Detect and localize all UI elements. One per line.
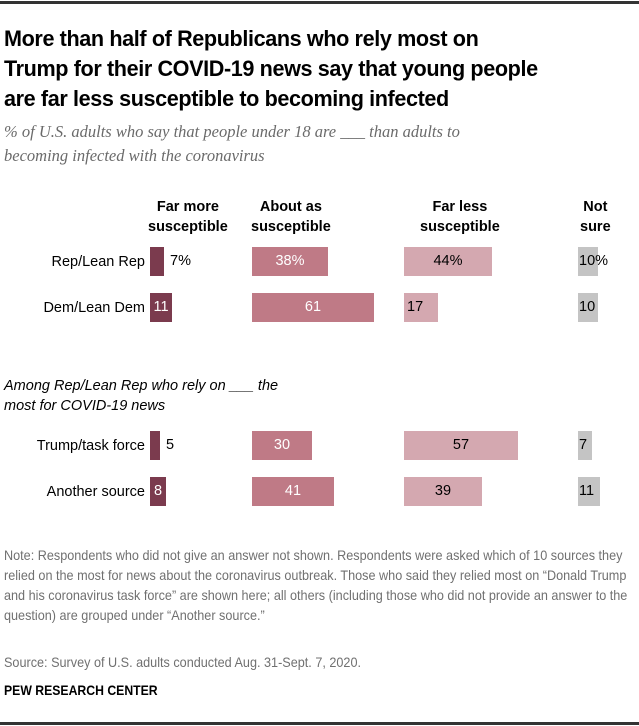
value-label-not_sure-2: 7 — [579, 437, 588, 453]
column-header-far-more: Far more susceptible — [148, 197, 228, 237]
column-header-line: Far more — [156, 199, 219, 215]
value-label-far_more-0: 7% — [170, 253, 191, 269]
bar-far_less-1 — [404, 293, 438, 322]
chart-subtitle: % of U.S. adults who say that people und… — [4, 120, 634, 168]
source-line: Source: Survey of U.S. adults conducted … — [4, 655, 362, 670]
column-header-not-sure: Not sure — [580, 197, 611, 237]
row-label-another-source: Another source — [46, 484, 145, 500]
bar-far_less-3 — [404, 477, 482, 506]
value-label-far_less-2: 57 — [452, 437, 470, 453]
bar-about_as-1 — [252, 293, 374, 322]
column-header-line: Not — [583, 199, 608, 215]
bar-far_more-2 — [150, 431, 160, 460]
value-label-not_sure-0: 10% — [579, 253, 609, 269]
title-line: Trump for their COVID-19 news say that y… — [4, 56, 538, 81]
value-label-about_as-2: 30 — [273, 437, 291, 453]
bar-about_as-2 — [252, 431, 312, 460]
section-heading: Among Rep/Lean Rep who rely on ___ the m… — [4, 376, 344, 416]
column-header-line: susceptible — [420, 219, 500, 235]
column-header-line: susceptible — [251, 219, 331, 235]
column-header-line: susceptible — [148, 219, 228, 235]
row-label-dem: Dem/Lean Dem — [43, 300, 145, 316]
subtitle-line: becoming infected with the coronavirus — [4, 146, 265, 165]
value-label-far_less-1: 17 — [407, 299, 424, 315]
brand-logo-text: PEW RESEARCH CENTER — [4, 683, 158, 698]
value-label-far_more-2: 5 — [166, 437, 175, 453]
bar-not_sure-3 — [578, 477, 600, 506]
bar-not_sure-1 — [578, 293, 598, 322]
title-line: More than half of Republicans who rely m… — [4, 26, 479, 51]
subtitle-line: % of U.S. adults who say that people und… — [4, 122, 460, 141]
row-label-rep: Rep/Lean Rep — [51, 254, 145, 270]
row-label-trump-task-force: Trump/task force — [36, 438, 145, 454]
column-header-about-as: About as susceptible — [251, 197, 331, 237]
bottom-rule — [0, 722, 639, 725]
column-header-line: sure — [580, 219, 611, 235]
column-header-line: Far less — [432, 199, 488, 215]
value-label-about_as-1: 61 — [304, 299, 322, 315]
value-label-not_sure-3: 11 — [579, 483, 595, 499]
bar-far_less-0 — [404, 247, 492, 276]
value-label-not_sure-1: 10 — [579, 299, 596, 315]
value-label-far_more-1: 11 — [153, 299, 169, 315]
top-rule — [0, 1, 639, 4]
value-label-far_more-3: 8 — [153, 483, 163, 499]
bar-not_sure-0 — [578, 247, 598, 276]
section-heading-line: Among Rep/Lean Rep who rely on ___ the — [4, 378, 279, 394]
footnote: Note: Respondents who did not give an an… — [4, 548, 628, 623]
bar-about_as-0 — [252, 247, 328, 276]
value-label-about_as-0: 38% — [275, 253, 305, 269]
column-header-far-less: Far less susceptible — [420, 197, 500, 237]
bar-far_more-0 — [150, 247, 164, 276]
bar-far_more-1 — [150, 293, 172, 322]
chart-title: More than half of Republicans who rely m… — [4, 24, 609, 114]
value-label-about_as-3: 41 — [284, 483, 302, 499]
value-label-far_less-0: 44% — [433, 253, 463, 269]
bar-far_more-3 — [150, 477, 166, 506]
bar-far_less-2 — [404, 431, 518, 460]
title-line: are far less susceptible to becoming inf… — [4, 86, 449, 111]
value-label-far_less-3: 39 — [434, 483, 452, 499]
section-heading-line: most for COVID-19 news — [4, 398, 166, 414]
bar-about_as-3 — [252, 477, 334, 506]
bar-not_sure-2 — [578, 431, 592, 460]
column-header-line: About as — [259, 199, 322, 215]
